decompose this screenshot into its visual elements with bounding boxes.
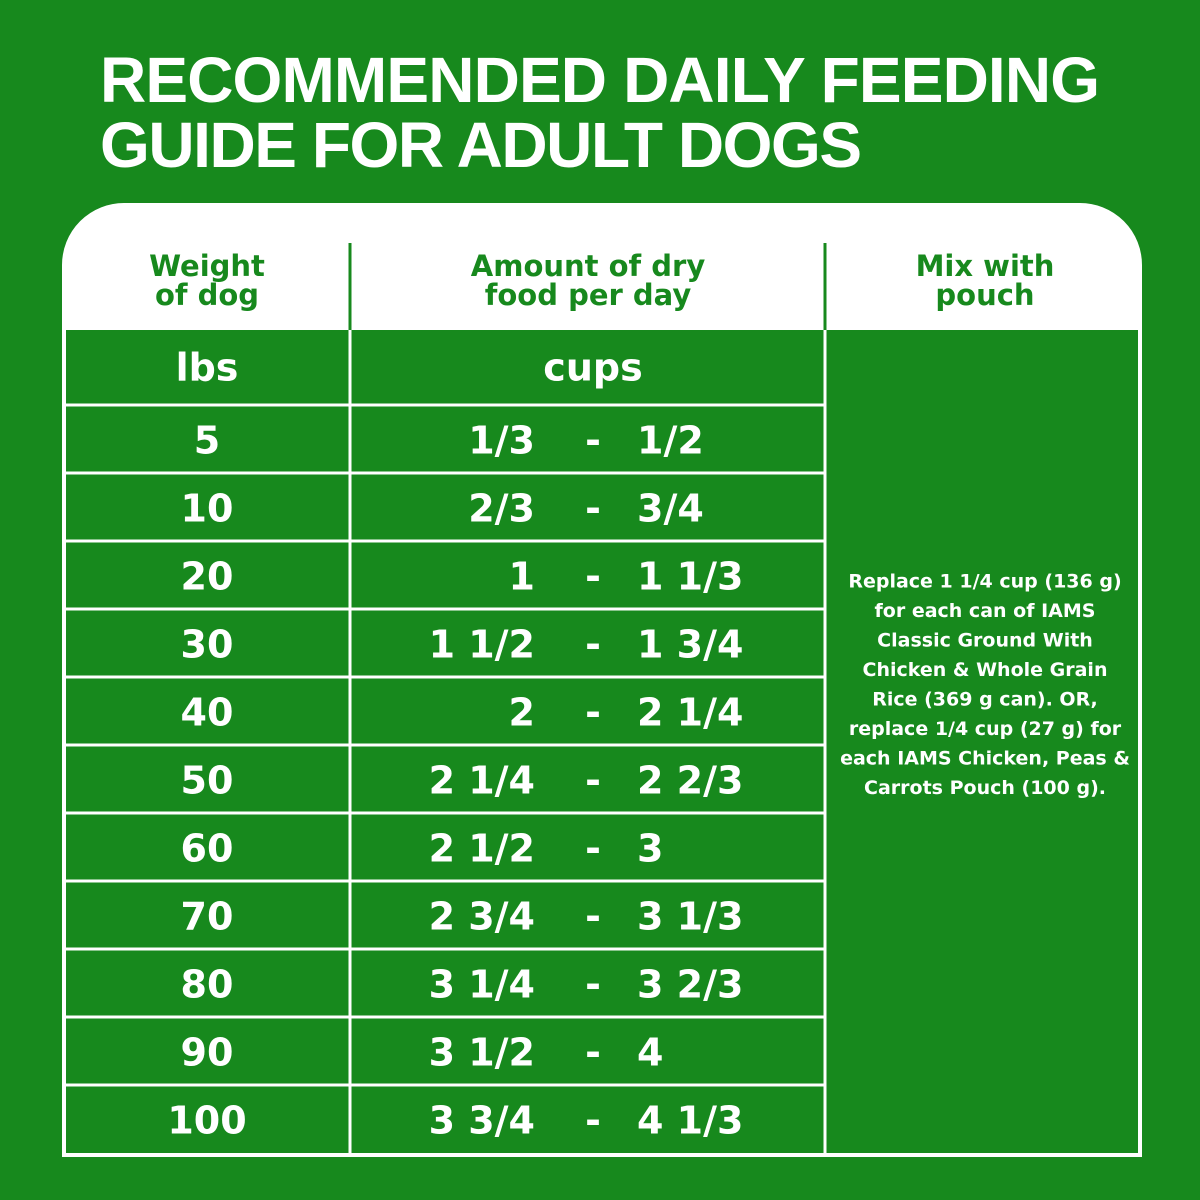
column-header: Amount of dry bbox=[471, 249, 706, 283]
weight-cell: 90 bbox=[181, 1031, 234, 1075]
note-line: Chicken & Whole Grain bbox=[863, 659, 1108, 681]
cups-from: 1 1/2 bbox=[429, 623, 535, 667]
note-line: Carrots Pouch (100 g). bbox=[864, 777, 1106, 799]
note-line: Classic Ground With bbox=[877, 629, 1093, 651]
cups-from: 3 3/4 bbox=[429, 1099, 535, 1143]
note-line: Rice (369 g can). OR, bbox=[872, 688, 1098, 710]
weight-cell: 5 bbox=[194, 419, 220, 463]
separator: - bbox=[585, 555, 601, 599]
weight-cell: 70 bbox=[181, 895, 234, 939]
cups-from: 1/3 bbox=[468, 419, 535, 463]
cups-to: 3 2/3 bbox=[637, 963, 743, 1007]
column-header: pouch bbox=[935, 278, 1034, 312]
cups-from: 2 bbox=[509, 691, 535, 735]
note-line: for each can of IAMS bbox=[875, 600, 1096, 622]
cups-to: 2 1/4 bbox=[637, 691, 743, 735]
cups-from: 3 1/2 bbox=[429, 1031, 535, 1075]
weight-cell: 20 bbox=[181, 555, 234, 599]
unit-label: lbs bbox=[176, 346, 239, 390]
cups-from: 1 bbox=[509, 555, 535, 599]
separator: - bbox=[585, 1099, 601, 1143]
weight-cell: 80 bbox=[181, 963, 234, 1007]
weight-cell: 50 bbox=[181, 759, 234, 803]
separator: - bbox=[585, 895, 601, 939]
note-line: replace 1/4 cup (27 g) for bbox=[849, 718, 1122, 740]
cups-to: 4 bbox=[637, 1031, 663, 1075]
weight-cell: 10 bbox=[181, 487, 234, 531]
title-line: GUIDE FOR ADULT DOGS bbox=[100, 109, 862, 181]
note-line: each IAMS Chicken, Peas & bbox=[840, 747, 1130, 769]
cups-to: 1 3/4 bbox=[637, 623, 743, 667]
cups-from: 2 1/4 bbox=[429, 759, 535, 803]
weight-cell: 60 bbox=[181, 827, 234, 871]
separator: - bbox=[585, 623, 601, 667]
table-header-bg bbox=[64, 205, 1140, 330]
weight-cell: 40 bbox=[181, 691, 234, 735]
separator: - bbox=[585, 759, 601, 803]
separator: - bbox=[585, 487, 601, 531]
column-header: of dog bbox=[155, 278, 259, 312]
cups-from: 2 1/2 bbox=[429, 827, 535, 871]
separator: - bbox=[585, 827, 601, 871]
unit-label: cups bbox=[543, 346, 642, 390]
cups-to: 2 2/3 bbox=[637, 759, 743, 803]
column-header: Mix with bbox=[916, 249, 1055, 283]
separator: - bbox=[585, 691, 601, 735]
note-line: Replace 1 1/4 cup (136 g) bbox=[848, 570, 1121, 592]
cups-to: 1 1/3 bbox=[637, 555, 743, 599]
cups-to: 3/4 bbox=[637, 487, 704, 531]
cups-to: 3 1/3 bbox=[637, 895, 743, 939]
title-line: RECOMMENDED DAILY FEEDING bbox=[100, 44, 1100, 116]
cups-to: 4 1/3 bbox=[637, 1099, 743, 1143]
separator: - bbox=[585, 1031, 601, 1075]
cups-to: 3 bbox=[637, 827, 663, 871]
cups-to: 1/2 bbox=[637, 419, 704, 463]
weight-cell: 100 bbox=[167, 1099, 246, 1143]
separator: - bbox=[585, 419, 601, 463]
separator: - bbox=[585, 963, 601, 1007]
cups-from: 2 3/4 bbox=[429, 895, 535, 939]
column-header: food per day bbox=[485, 278, 692, 312]
weight-cell: 30 bbox=[181, 623, 234, 667]
column-header: Weight bbox=[149, 249, 265, 283]
cups-from: 2/3 bbox=[468, 487, 535, 531]
cups-from: 3 1/4 bbox=[429, 963, 535, 1007]
